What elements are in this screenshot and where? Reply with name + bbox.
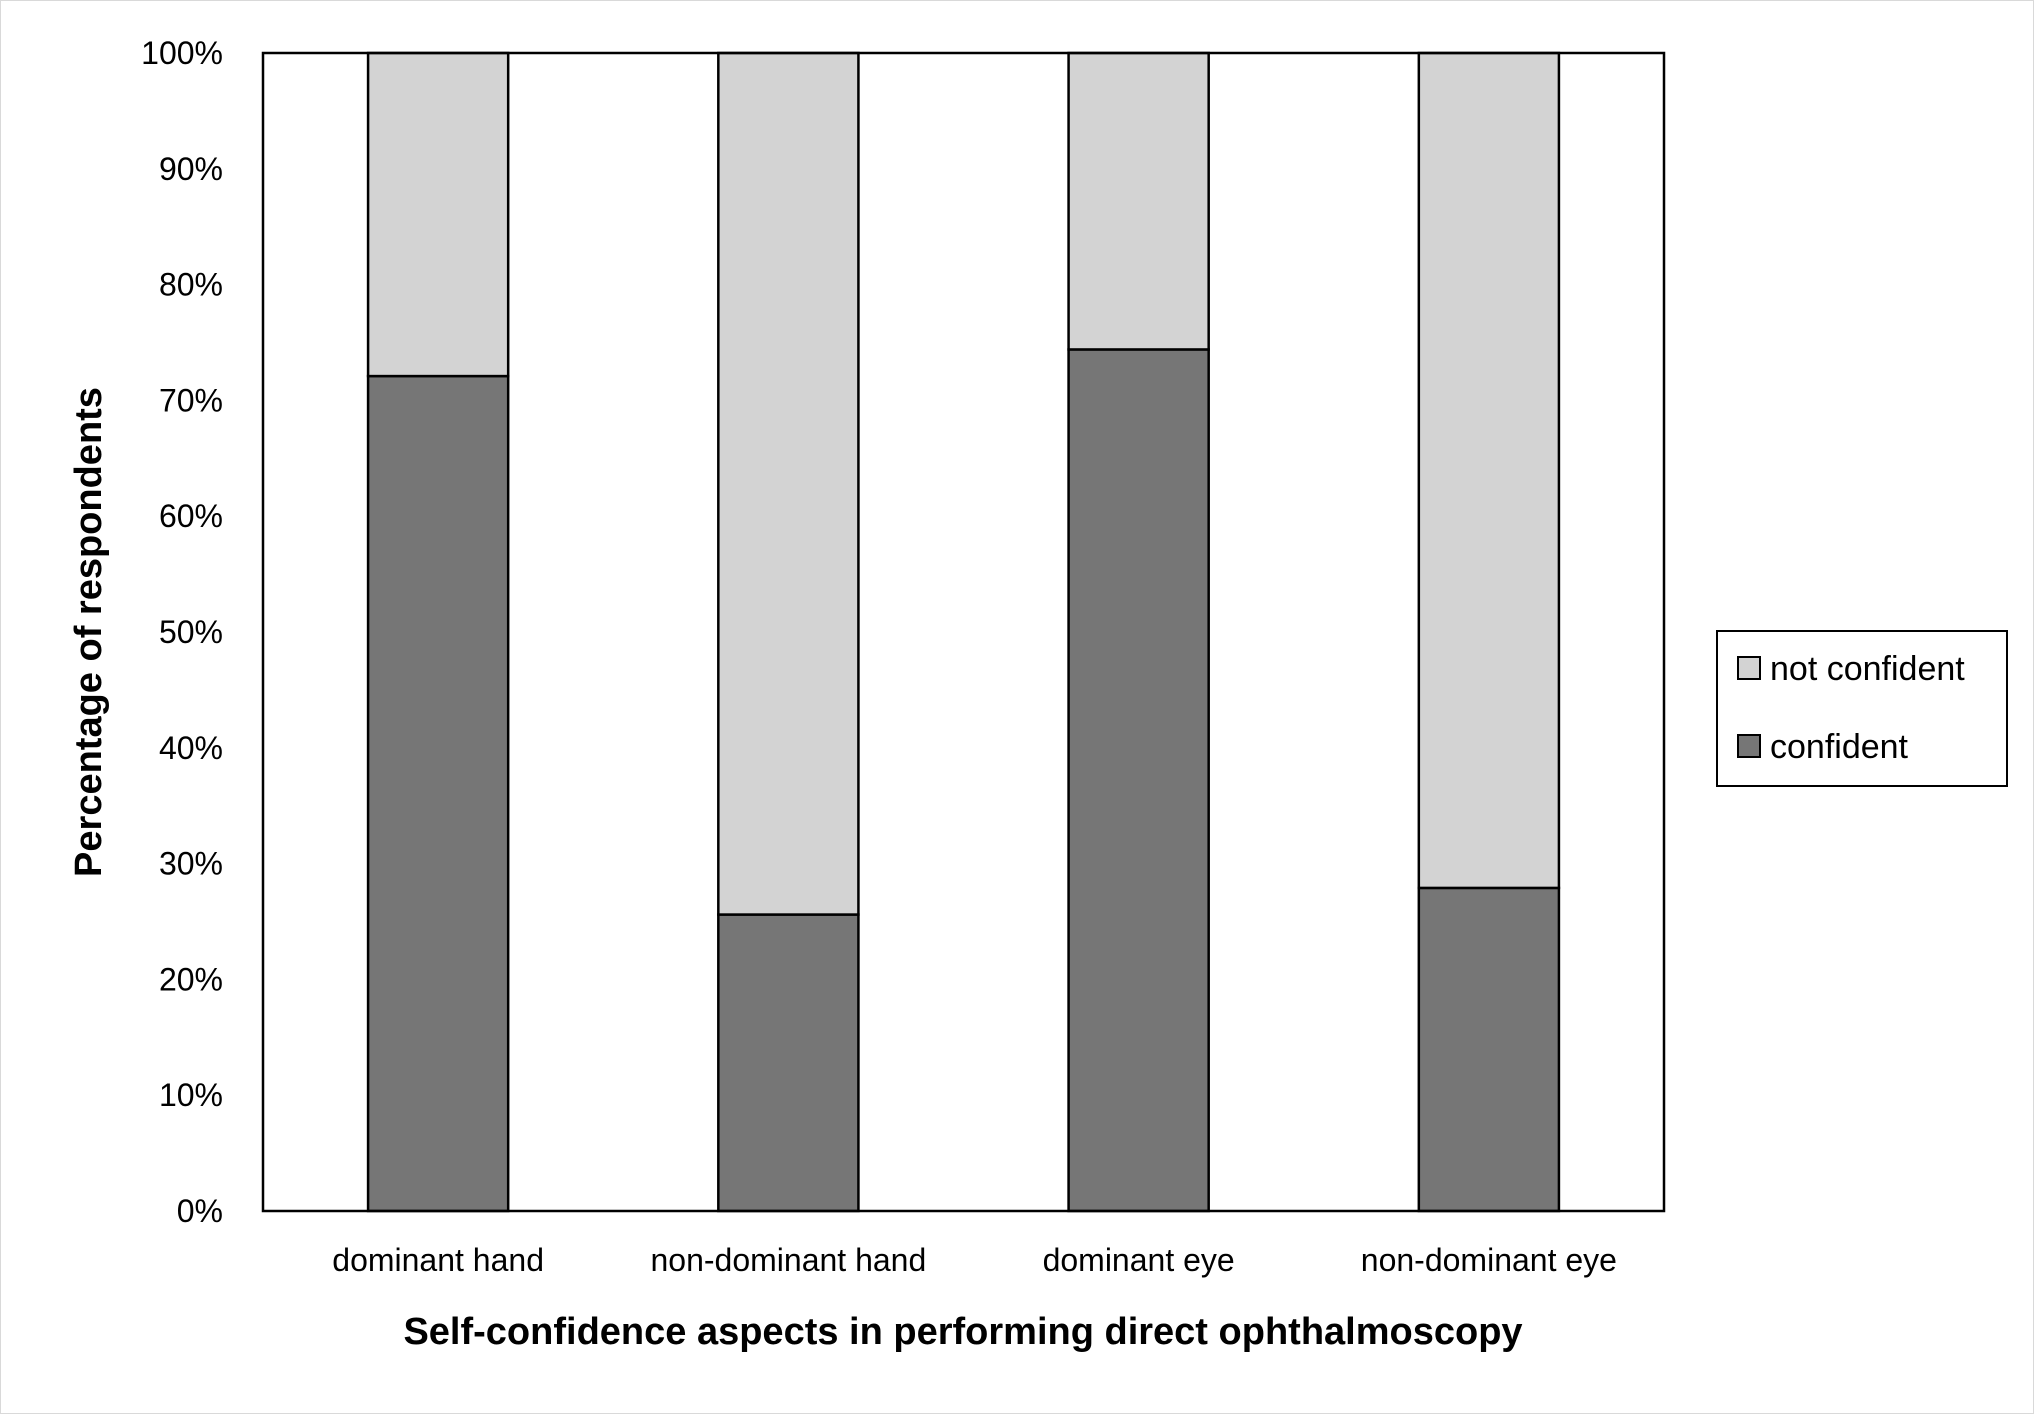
x-axis-tick-labels: dominant hand non-dominant hand dominant e… [332,1242,1617,1278]
bar-dominant-hand-confident [366,374,510,1213]
bar-non-dominant-hand-confident [717,913,860,1213]
y-axis-title: Percentage of respondents [68,387,110,877]
bar-non-dominant-eye-not-confident [1417,51,1561,890]
bar-dominant-eye-not-confident [1067,51,1210,351]
legend-label-not-confident: not confident [1770,650,1965,688]
bar-dominant-eye-confident [1067,348,1210,1213]
x-tick-label: non-dominant hand [650,1242,926,1278]
y-tick-label: 50% [159,614,223,650]
y-tick-label: 30% [159,846,223,882]
y-axis-tick-labels: 0% 10% 20% 30% 40% 50% 60% 70% 80% 90% 100% [141,35,223,1229]
y-tick-label: 60% [159,498,223,534]
x-tick-label: dominant hand [332,1242,544,1278]
legend: not confident confident [1716,630,2008,787]
bar-dominant-hand-not-confident [366,51,510,378]
y-tick-label: 0% [177,1193,223,1229]
x-axis-title: Self-confidence aspects in performing di… [403,1311,1522,1353]
legend-swatch-not-confident [1737,656,1761,680]
y-tick-label: 40% [159,730,223,766]
bar-non-dominant-hand-not-confident [717,51,860,916]
bar-non-dominant-eye-confident [1417,886,1561,1213]
y-tick-label: 90% [159,151,223,187]
bars-layer [366,51,1561,1213]
legend-box [1716,630,2008,787]
y-tick-label: 100% [141,35,223,71]
y-tick-label: 20% [159,961,223,997]
y-tick-label: 70% [159,382,223,418]
x-tick-label: dominant eye [1043,1242,1235,1278]
y-tick-label: 80% [159,267,223,303]
y-tick-label: 10% [159,1077,223,1113]
legend-label-confident: confident [1770,728,1909,766]
legend-swatch-confident [1737,734,1761,758]
x-tick-label: non-dominant eye [1361,1242,1617,1278]
plot-area-border [261,51,1666,1213]
